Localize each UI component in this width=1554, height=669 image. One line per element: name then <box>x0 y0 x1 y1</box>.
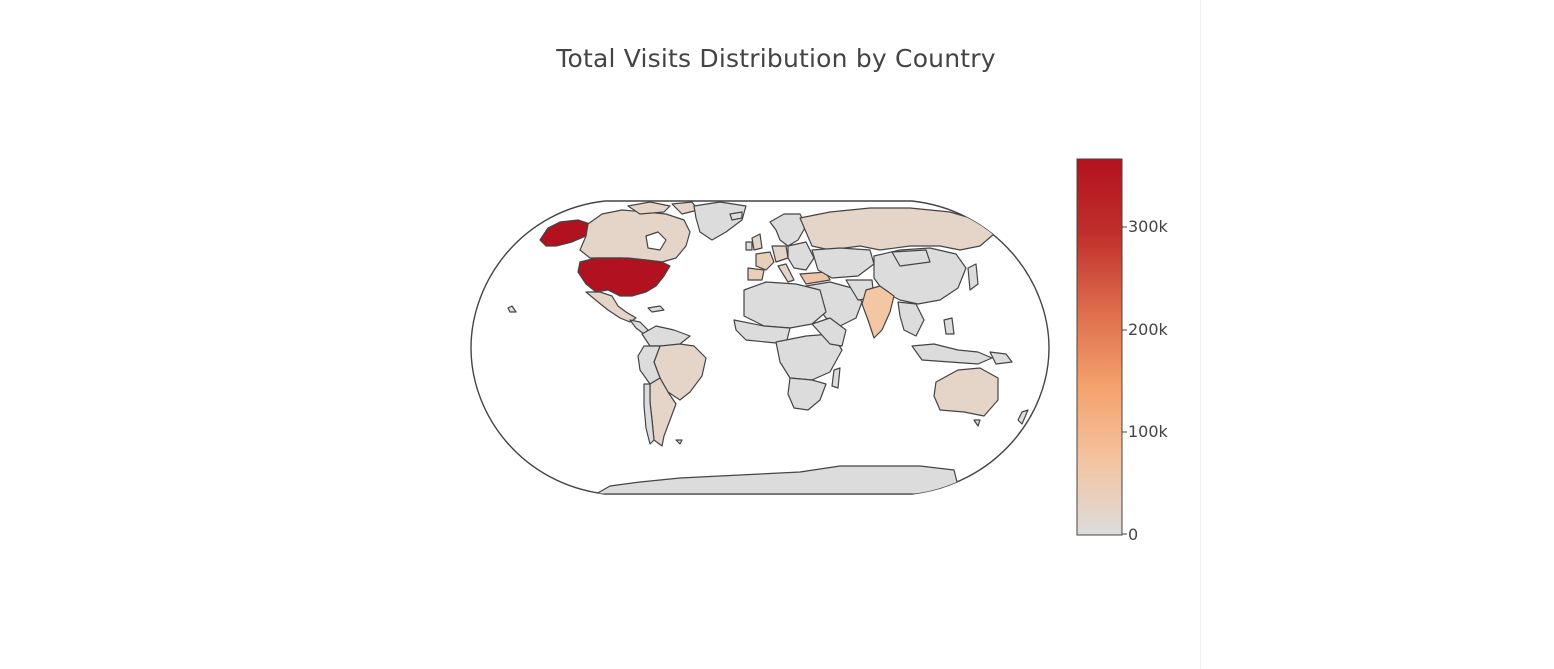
country-italy[interactable] <box>777 263 795 283</box>
island-falklands[interactable] <box>675 439 683 445</box>
country-indonesia[interactable] <box>911 343 993 365</box>
colorbar <box>1076 158 1123 536</box>
country-scandinavia[interactable] <box>769 213 807 247</box>
country-papua[interactable] <box>989 351 1013 365</box>
caribbean[interactable] <box>647 305 665 313</box>
country-united-kingdom[interactable] <box>751 233 763 251</box>
country-southeast-asia[interactable] <box>897 301 925 337</box>
country-mongolia[interactable] <box>891 249 931 267</box>
country-tasmania[interactable] <box>973 419 981 427</box>
country-canada[interactable] <box>579 209 691 263</box>
colorbar-tick-200k: 200k <box>1128 320 1169 339</box>
country-philippines[interactable] <box>943 317 955 335</box>
country-united-states[interactable] <box>577 257 671 297</box>
country-turkey[interactable] <box>799 271 831 285</box>
country-india[interactable] <box>861 285 895 339</box>
country-chile[interactable] <box>643 383 655 445</box>
island-hawaii[interactable] <box>507 305 517 313</box>
divider <box>1200 0 1201 669</box>
colorbar-tick-100k: 100k <box>1128 422 1169 441</box>
colorbar-tick-300k: 300k <box>1128 217 1169 236</box>
country-north-africa[interactable] <box>743 281 827 329</box>
colorbar-ticks <box>1122 226 1127 535</box>
antarctica[interactable] <box>595 465 961 494</box>
country-ireland[interactable] <box>745 241 753 251</box>
country-east-africa[interactable] <box>811 317 847 347</box>
island-iceland[interactable] <box>729 211 743 221</box>
country-new-zealand[interactable] <box>1017 409 1029 425</box>
country-spain[interactable] <box>747 267 765 281</box>
country-france[interactable] <box>755 251 775 271</box>
country-japan[interactable] <box>967 263 979 291</box>
country-australia[interactable] <box>933 367 999 417</box>
country-southern-africa[interactable] <box>787 377 827 411</box>
country-mexico[interactable] <box>585 291 637 323</box>
country-central-asia[interactable] <box>811 247 875 279</box>
hudson-bay <box>645 231 667 251</box>
country-madagascar[interactable] <box>831 367 841 389</box>
country-eastern-europe[interactable] <box>787 241 815 271</box>
colorbar-tick-0: 0 <box>1128 525 1138 544</box>
country-central-africa[interactable] <box>775 333 843 381</box>
country-greenland[interactable] <box>693 201 747 241</box>
chart-title: Total Visits Distribution by Country <box>556 44 996 73</box>
country-russia[interactable] <box>799 207 995 251</box>
country-canada-islands[interactable] <box>627 201 699 215</box>
